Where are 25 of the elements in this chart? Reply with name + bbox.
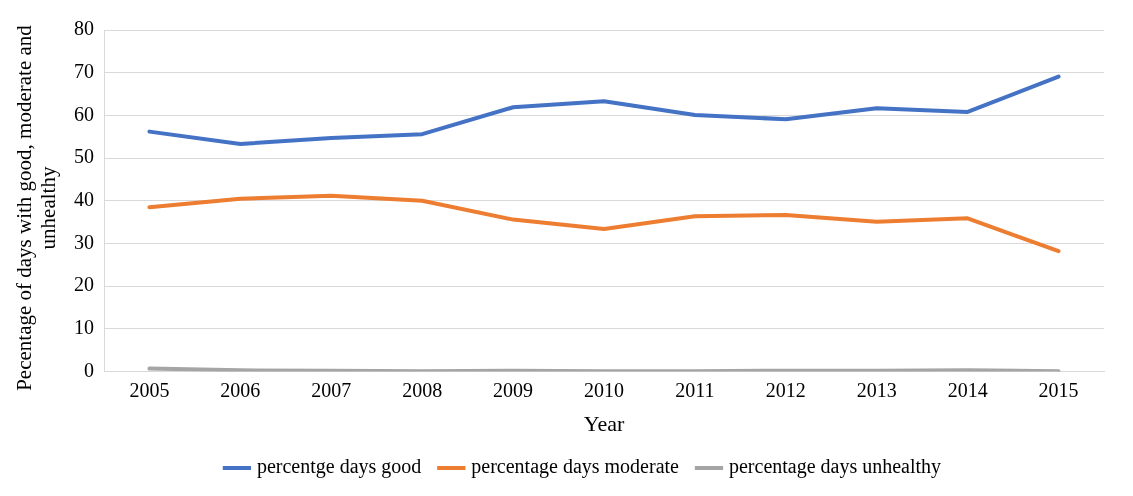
y-tick-label: 0 <box>84 358 94 381</box>
x-tick-label: 2008 <box>402 378 443 401</box>
x-tick-label: 2013 <box>856 378 897 401</box>
y-tick-label: 10 <box>74 316 94 339</box>
y-tick-label: 20 <box>74 273 94 296</box>
y-tick-label: 80 <box>74 17 94 40</box>
legend-label: percentge days good <box>256 455 422 479</box>
y-tick-label: 60 <box>74 102 94 125</box>
x-axis-title: Year <box>583 410 625 436</box>
y-tick-label: 70 <box>74 59 94 82</box>
x-tick-label: 2012 <box>765 378 806 401</box>
legend-label: percentage days moderate <box>471 455 680 479</box>
y-tick-label: 50 <box>74 145 94 168</box>
y-axis-title: Pecentage of days with good, moderate and unhealthy <box>12 24 60 393</box>
x-tick-label: 2009 <box>493 378 534 401</box>
x-tick-label: 2006 <box>220 378 261 401</box>
y-tick-label: 40 <box>74 188 94 211</box>
y-tick-label: 30 <box>74 230 94 253</box>
x-tick-label: 2010 <box>584 378 624 401</box>
x-tick-label: 2007 <box>311 378 352 401</box>
x-tick-label: 2015 <box>1038 378 1079 401</box>
x-tick-label: 2005 <box>129 378 170 401</box>
x-tick-label: 2011 <box>675 378 715 401</box>
x-tick-label: 2014 <box>947 378 988 401</box>
legend-label: percentage days unhealthy <box>728 455 942 479</box>
